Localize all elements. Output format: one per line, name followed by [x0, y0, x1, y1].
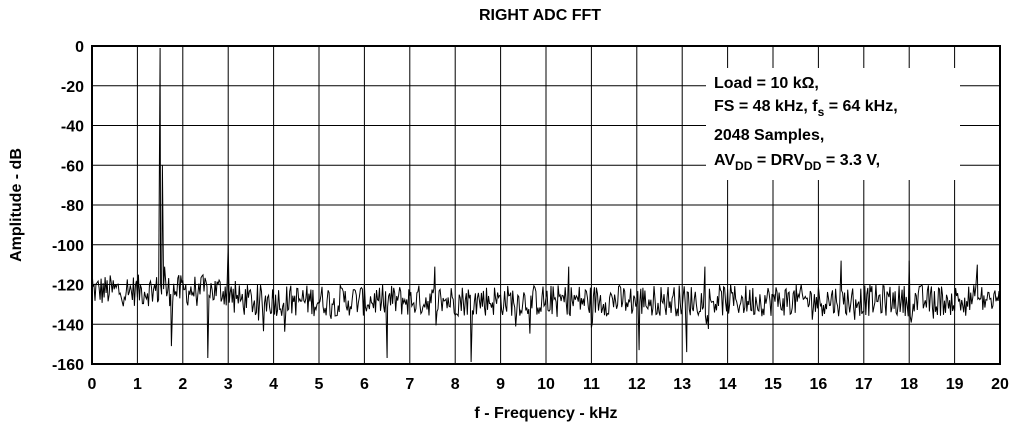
fft-trace [91, 47, 1001, 363]
x-tick-label: 8 [451, 376, 460, 393]
x-tick-label: 17 [855, 376, 873, 393]
x-tick-label: 16 [810, 376, 828, 393]
x-tick-label: 2 [178, 376, 187, 393]
x-tick-label: 9 [496, 376, 505, 393]
plot-frame [91, 45, 1001, 365]
fft-trace-group [91, 47, 1001, 363]
x-tick-label: 20 [991, 376, 1009, 393]
x-tick-label: 12 [628, 376, 646, 393]
y-tick-label: -20 [61, 79, 84, 96]
y-tick-label: -160 [52, 357, 84, 374]
x-tick-label: 15 [764, 376, 782, 393]
y-tick-label: -140 [52, 317, 84, 334]
annotation-background [706, 68, 960, 180]
y-tick-label: -40 [61, 119, 84, 136]
x-tick-label: 14 [719, 376, 737, 393]
y-axis-label: Amplitude - dB [8, 148, 25, 262]
x-tick-label: 11 [583, 376, 600, 393]
x-tick-label: 13 [673, 376, 691, 393]
annotation-line-3: 2048 Samples, [714, 127, 824, 144]
x-tick-label: 1 [133, 376, 142, 393]
x-tick-label: 6 [360, 376, 369, 393]
x-tick-label: 18 [900, 376, 918, 393]
x-tick-label: 3 [224, 376, 233, 393]
annotation-line-2: FS = 48 kHz, fs = 64 kHz, [714, 98, 898, 119]
x-tick-label: 4 [269, 376, 278, 393]
x-tick-label: 10 [537, 376, 555, 393]
x-axis-label: f - Frequency - kHz [474, 405, 617, 422]
y-tick-label: -60 [61, 158, 84, 175]
x-tick-label: 7 [405, 376, 414, 393]
x-tick-label: 5 [315, 376, 324, 393]
y-tick-labels: 0 -20 -40 -60 -80 -100 -120 -140 -160 [52, 39, 84, 374]
x-tick-label: 0 [88, 376, 97, 393]
y-tick-label: -80 [61, 198, 84, 215]
y-tick-label: 0 [75, 39, 84, 56]
chart-title: RIGHT ADC FFT [479, 7, 601, 24]
annotation-line-1: Load = 10 kΩ, [714, 75, 819, 92]
annotation-line-4: AVDD = DRVDD = 3.3 V, [714, 152, 880, 173]
y-tick-label: -100 [52, 238, 84, 255]
annotation-box: Load = 10 kΩ, FS = 48 kHz, fs = 64 kHz, … [706, 68, 960, 180]
y-tick-label: -120 [52, 278, 84, 295]
x-tick-labels: 0 1 2 3 4 5 6 7 8 9 10 11 12 13 14 15 16 17 18 19 20 [88, 376, 1009, 393]
x-tick-label: 19 [946, 376, 964, 393]
